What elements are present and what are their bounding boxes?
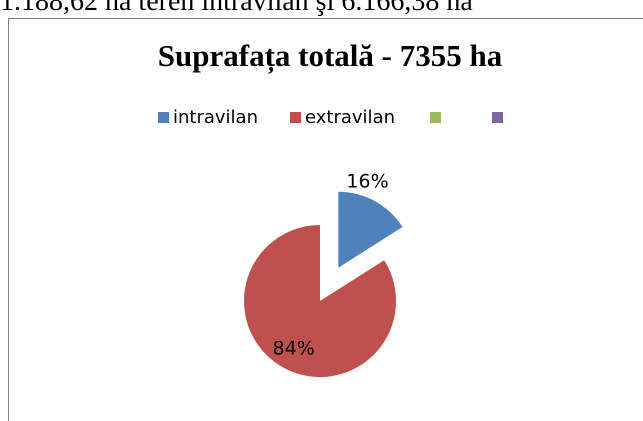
legend-label: intravilan — [173, 107, 258, 128]
pie-slice — [243, 225, 397, 377]
legend-swatch — [158, 112, 169, 123]
pie-slice — [338, 191, 403, 268]
data-label: 84% — [273, 337, 315, 359]
legend-swatch — [492, 112, 503, 123]
legend-label: extravilan — [305, 107, 395, 128]
document-text: 1.188,62 ha teren intravilan şi 6.166,38… — [0, 0, 473, 17]
legend-swatch — [290, 112, 301, 123]
chart-title: Suprafața totală - 7355 ha — [158, 38, 503, 74]
data-label: 16% — [346, 170, 388, 192]
legend-swatch — [430, 112, 441, 123]
